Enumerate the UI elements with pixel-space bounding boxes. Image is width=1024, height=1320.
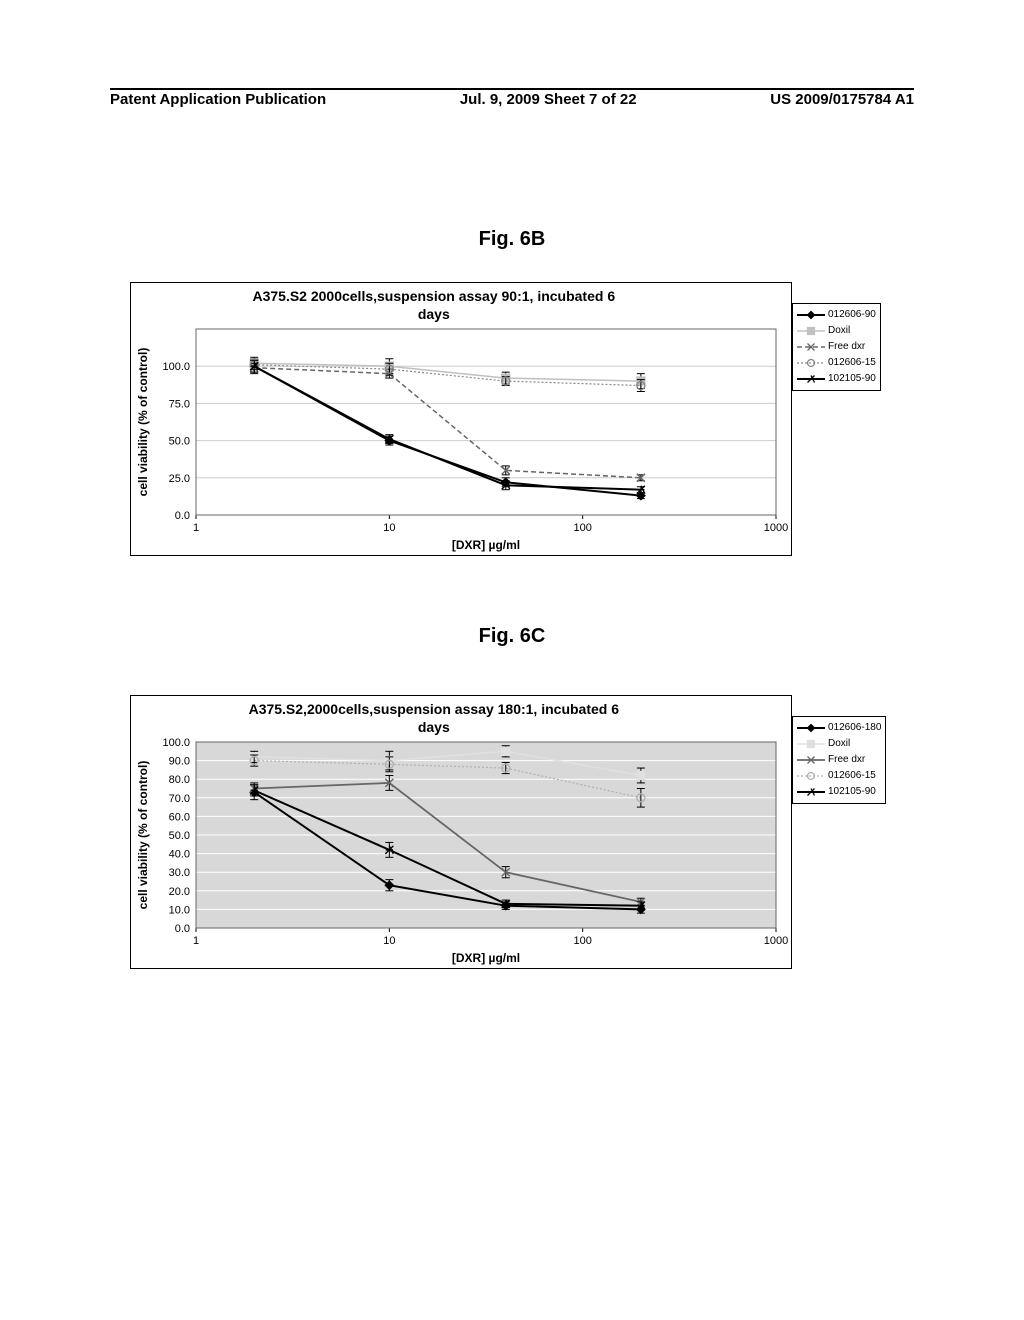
svg-text:1: 1 [193, 522, 199, 534]
svg-text:90.0: 90.0 [169, 756, 190, 768]
svg-text:70.0: 70.0 [169, 793, 190, 805]
svg-text:[DXR] µg/ml: [DXR] µg/ml [452, 951, 520, 965]
legend-label: 012606-15 [828, 768, 876, 784]
legend-label: 102105-90 [828, 784, 876, 800]
svg-text:10: 10 [383, 935, 395, 947]
header-rule [110, 88, 914, 90]
svg-text:[DXR] µg/ml: [DXR] µg/ml [452, 538, 520, 552]
legend-swatch [797, 786, 825, 798]
legend-item: 102105-90 [797, 784, 881, 800]
svg-text:30.0: 30.0 [169, 867, 190, 879]
legend-swatch [797, 722, 825, 734]
svg-text:A375.S2 2000cells,suspension a: A375.S2 2000cells,suspension assay 90:1,… [252, 288, 615, 304]
svg-text:0.0: 0.0 [175, 923, 190, 935]
header-left: Patent Application Publication [110, 91, 326, 108]
legend-item: 012606-180 [797, 720, 881, 736]
legend-item: Free dxr [797, 339, 876, 355]
svg-text:cell viability (% of control): cell viability (% of control) [136, 761, 150, 910]
svg-text:60.0: 60.0 [169, 811, 190, 823]
legend-swatch [797, 770, 825, 782]
svg-text:cell viability (% of control): cell viability (% of control) [136, 348, 150, 497]
legend-swatch [797, 341, 825, 353]
svg-text:1000: 1000 [764, 522, 788, 534]
legend-swatch [797, 357, 825, 369]
legend-label: 012606-90 [828, 307, 876, 323]
legend-item: 012606-15 [797, 355, 876, 371]
legend-item: 012606-15 [797, 768, 881, 784]
header: Patent Application Publication Jul. 9, 2… [110, 91, 914, 108]
legend-label: 012606-15 [828, 355, 876, 371]
svg-text:75.0: 75.0 [169, 398, 190, 410]
fig-6b-label: Fig. 6B [0, 228, 1024, 251]
legend-label: 012606-180 [828, 720, 881, 736]
svg-text:20.0: 20.0 [169, 886, 190, 898]
fig-6c-label: Fig. 6C [0, 625, 1024, 648]
legend-item: Doxil [797, 736, 881, 752]
legend-item: 012606-90 [797, 307, 876, 323]
svg-text:days: days [418, 719, 450, 735]
legend-label: Doxil [828, 736, 850, 752]
chart-6c-svg: 0.0 10.0 20.0 30.0 40.0 50.0 60.0 70.0 80.0 90.0 1… [131, 696, 791, 968]
svg-text:days: days [418, 306, 450, 322]
legend-swatch [797, 754, 825, 766]
chart-6c: 0.0 10.0 20.0 30.0 40.0 50.0 60.0 70.0 80.0 90.0 1… [130, 695, 792, 969]
legend-item: Free dxr [797, 752, 881, 768]
page: Patent Application Publication Jul. 9, 2… [0, 0, 1024, 1320]
chart-6b-svg: 0.0 25.0 50.0 75.0 100.0 1 10 100 1000 A375.S2 20… [131, 283, 791, 555]
legend-6b: 012606-90DoxilFree dxr012606-15102105-90 [792, 303, 881, 391]
svg-text:100.0: 100.0 [162, 737, 190, 749]
svg-text:0.0: 0.0 [175, 510, 190, 522]
legend-6c: 012606-180DoxilFree dxr012606-15102105-9… [792, 716, 886, 804]
legend-swatch [797, 373, 825, 385]
svg-text:50.0: 50.0 [169, 830, 190, 842]
svg-text:40.0: 40.0 [169, 849, 190, 861]
header-right: US 2009/0175784 A1 [770, 91, 914, 108]
svg-text:100: 100 [573, 522, 591, 534]
legend-swatch [797, 738, 825, 750]
svg-text:10.0: 10.0 [169, 904, 190, 916]
legend-label: Free dxr [828, 752, 865, 768]
legend-swatch [797, 309, 825, 321]
legend-label: Doxil [828, 323, 850, 339]
legend-item: Doxil [797, 323, 876, 339]
chart-6b: 0.0 25.0 50.0 75.0 100.0 1 10 100 1000 A375.S2 20… [130, 282, 792, 556]
svg-text:25.0: 25.0 [169, 473, 190, 485]
svg-text:100: 100 [573, 935, 591, 947]
legend-item: 102105-90 [797, 371, 876, 387]
svg-text:80.0: 80.0 [169, 774, 190, 786]
svg-text:A375.S2,2000cells,suspension a: A375.S2,2000cells,suspension assay 180:1… [249, 701, 620, 717]
svg-text:50.0: 50.0 [169, 436, 190, 448]
header-center: Jul. 9, 2009 Sheet 7 of 22 [460, 91, 637, 108]
svg-text:1: 1 [193, 935, 199, 947]
legend-label: Free dxr [828, 339, 865, 355]
legend-label: 102105-90 [828, 371, 876, 387]
svg-text:10: 10 [383, 522, 395, 534]
svg-text:100.0: 100.0 [162, 361, 190, 373]
legend-swatch [797, 325, 825, 337]
svg-text:1000: 1000 [764, 935, 788, 947]
